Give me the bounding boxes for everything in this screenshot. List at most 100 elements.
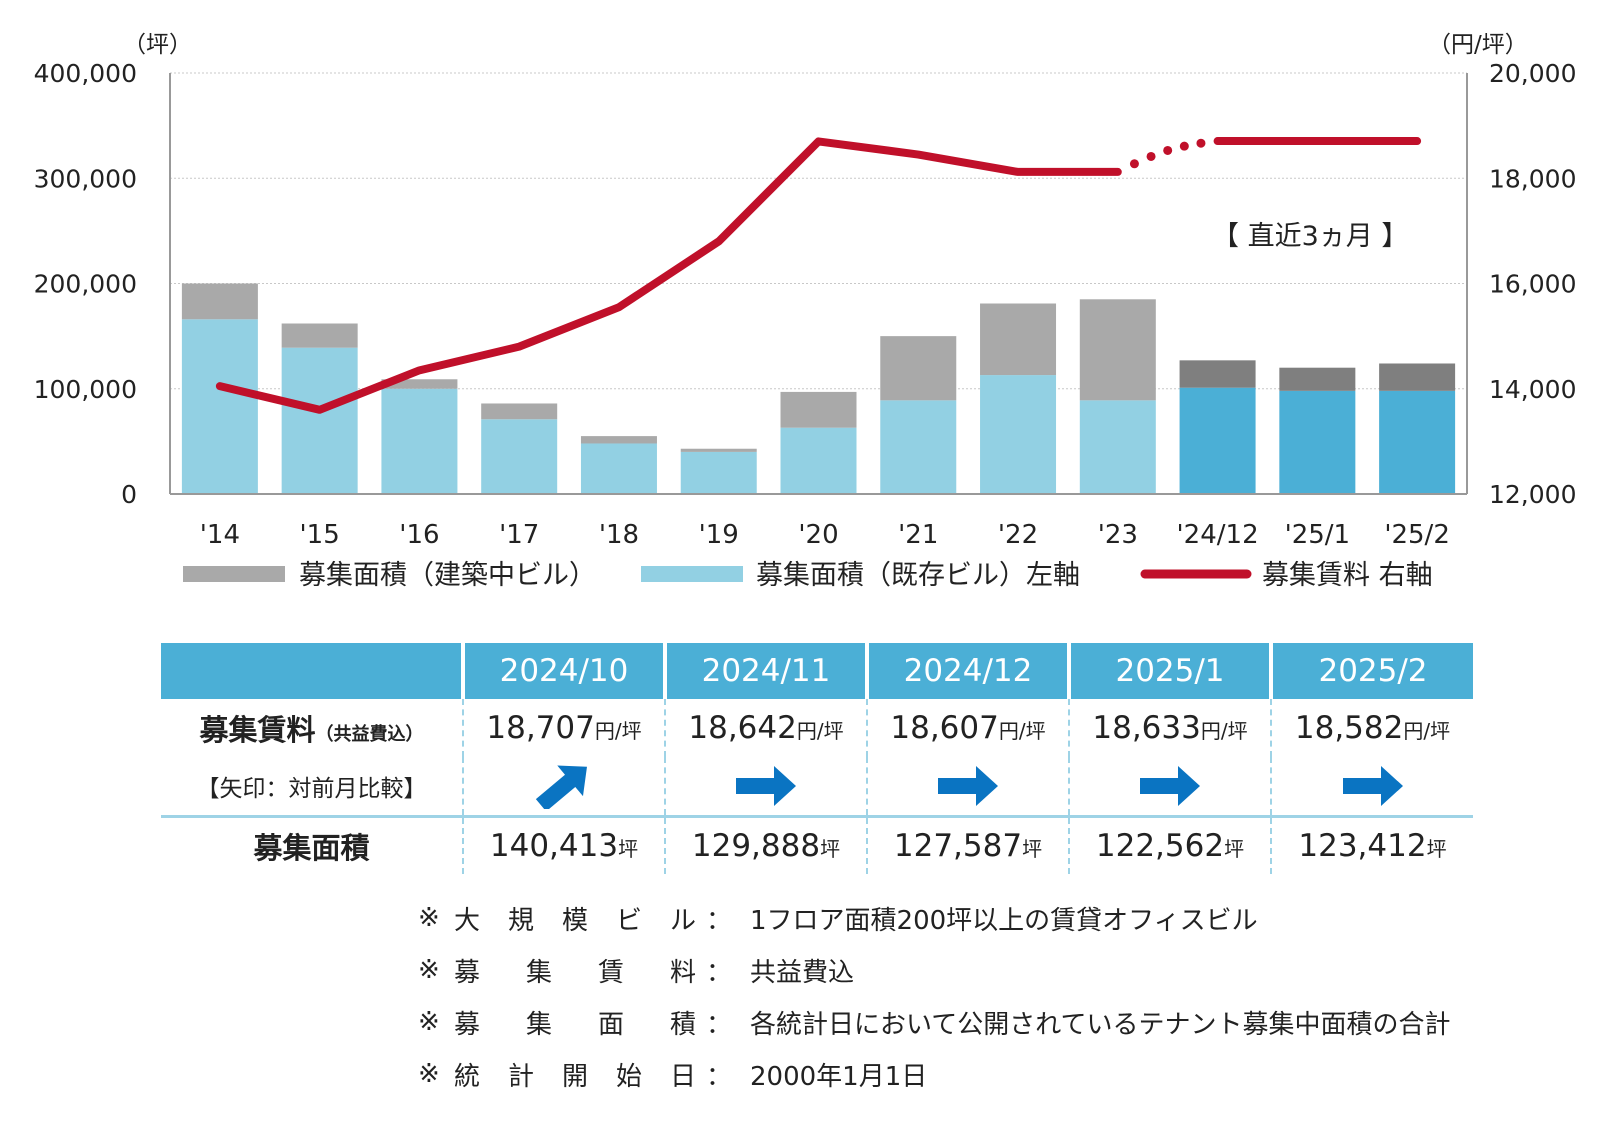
note-text: 1フロア面積200坪以上の賃貸オフィスビル	[750, 905, 1258, 936]
area-cell: 129,888坪	[664, 815, 867, 874]
arrow-right-icon	[1342, 766, 1403, 806]
bar-existing	[481, 419, 558, 494]
x-axis-labels: '14 '15 '16 '17 '18 '19 '20 '21 '22 '23 '24/12 '25/…	[200, 520, 1450, 550]
area-unit: 坪	[1224, 837, 1245, 861]
note-text: 2000年1月1日	[750, 1061, 928, 1092]
note-label-char: 積	[669, 1009, 696, 1040]
arrow-cell	[1068, 757, 1271, 817]
x-axis-label: '23	[1098, 520, 1138, 550]
rent-unit: 円/坪	[796, 719, 844, 743]
legend-label-existing: 募集面積（既存ビル）左軸	[756, 560, 1080, 591]
note-label-char: 模	[561, 905, 588, 936]
rent-cell: 18,707円/坪	[462, 699, 665, 757]
left-axis-unit: （坪）	[123, 32, 192, 58]
note-text: 各統計日において公開されているテナント募集中面積の合計	[750, 1009, 1451, 1040]
note-label-char: 計	[507, 1061, 534, 1092]
area-cell: 140,413坪	[462, 815, 665, 874]
left-axis-tick: 300,000	[34, 164, 137, 193]
x-axis-label: '16	[399, 520, 439, 550]
note-label-char: 面	[597, 1009, 624, 1040]
rent-cell: 18,633円/坪	[1068, 699, 1271, 757]
rent-value: 18,642	[688, 710, 797, 746]
bar-existing	[1179, 387, 1256, 494]
area-value: 127,587	[893, 828, 1023, 864]
note-label-char: 開	[561, 1061, 588, 1092]
chart: 0 100,000 200,000 300,000 400,000 12,000 14,00…	[34, 32, 1577, 591]
note-label-char: ビ	[615, 905, 642, 936]
bar-existing	[680, 451, 757, 494]
x-axis-label: '24/12	[1177, 520, 1259, 550]
note-label-char: 集	[525, 1009, 552, 1040]
legend-swatch-construction	[183, 566, 285, 582]
area-unit: 坪	[820, 837, 841, 861]
area-value: 123,412	[1298, 828, 1427, 864]
table-corner	[161, 643, 463, 699]
month-header: 2025/2	[1269, 643, 1473, 699]
note-label: 統計開始日	[454, 1056, 706, 1093]
arrow-right-icon	[938, 766, 998, 806]
x-axis-label: '17	[499, 520, 539, 550]
area-row: 募集面積 140,413坪 129,888坪 127,587坪 122,562坪…	[161, 815, 1473, 874]
arrow-up-right-icon	[535, 765, 587, 809]
rent-value: 18,582	[1294, 710, 1404, 746]
bar-existing	[181, 319, 258, 494]
note-label-char: 募	[454, 957, 481, 988]
x-axis-label: '22	[998, 520, 1038, 550]
bar-existing	[1379, 390, 1456, 494]
bar-construction	[481, 403, 558, 420]
note-row: ※ 募 集 賃 料 ： 共益費込	[418, 944, 1450, 996]
rent-line-dot	[1129, 159, 1139, 169]
rent-value: 18,607	[890, 710, 999, 746]
bars	[181, 283, 1456, 494]
bar-construction	[980, 303, 1057, 376]
month-header: 2024/10	[461, 643, 665, 699]
left-axis-tick: 0	[121, 480, 137, 509]
note-label-char: 始	[615, 1061, 642, 1092]
arrow-shape	[736, 766, 796, 806]
bar-existing	[1079, 400, 1156, 494]
bar-existing	[281, 347, 358, 494]
area-cell: 127,587坪	[866, 815, 1069, 874]
left-axis-tick: 100,000	[34, 375, 137, 404]
bar-construction	[1379, 363, 1456, 391]
table-header-row: 2024/10 2024/11 2024/12 2025/1 2025/2	[161, 643, 1473, 699]
x-axis-label: '20	[798, 520, 838, 550]
rent-line	[215, 137, 1422, 414]
rent-cell: 18,642円/坪	[664, 699, 867, 757]
right-axis-tick: 18,000	[1489, 164, 1576, 193]
rent-value: 18,633	[1092, 710, 1201, 746]
bar-existing	[980, 375, 1057, 494]
note-label-char: ル	[669, 905, 696, 936]
bar-existing	[1279, 390, 1356, 494]
rent-cell: 18,582円/坪	[1270, 699, 1473, 757]
legend-label-construction: 募集面積（建築中ビル）	[299, 560, 596, 591]
left-axis-tick: 400,000	[34, 59, 137, 88]
area-cell: 122,562坪	[1068, 815, 1271, 874]
arrow-shape	[1140, 766, 1200, 806]
right-axis-tick: 12,000	[1489, 480, 1576, 509]
note-colon: ：	[706, 1061, 733, 1092]
bar-construction	[1079, 299, 1156, 401]
x-axis-label: '14	[200, 520, 240, 550]
note-label: 募集賃料	[454, 952, 706, 989]
rent-note: （共益費込）	[315, 724, 424, 745]
x-axis-label: '15	[300, 520, 340, 550]
note-label-char: 日	[669, 1061, 696, 1092]
area-unit: 坪	[1426, 837, 1447, 861]
bar-construction	[580, 436, 657, 444]
bar-construction	[1179, 360, 1256, 388]
note-label-char: 規	[507, 905, 534, 936]
rent-unit: 円/坪	[1403, 719, 1451, 743]
arrow-shape	[1342, 766, 1403, 806]
note-mark: ※	[418, 903, 440, 933]
note-label: 大規模ビル	[454, 900, 706, 937]
note-row: ※ 募 集 面 積 ： 各統計日において公開されているテナント募集中面積の合計	[418, 996, 1450, 1048]
arrow-cell	[1270, 757, 1473, 817]
area-value: 129,888	[691, 828, 821, 864]
area-value: 140,413	[489, 828, 619, 864]
right-axis-unit: （円/坪）	[1428, 32, 1528, 58]
arrow-row: 【矢印：対前月比較】	[161, 757, 1473, 817]
note-label-char: 料	[669, 957, 696, 988]
rent-row: 募集賃料（共益費込） 18,707円/坪 18,642円/坪 18,607円/坪…	[161, 699, 1473, 757]
area-label: 募集面積	[253, 831, 370, 865]
